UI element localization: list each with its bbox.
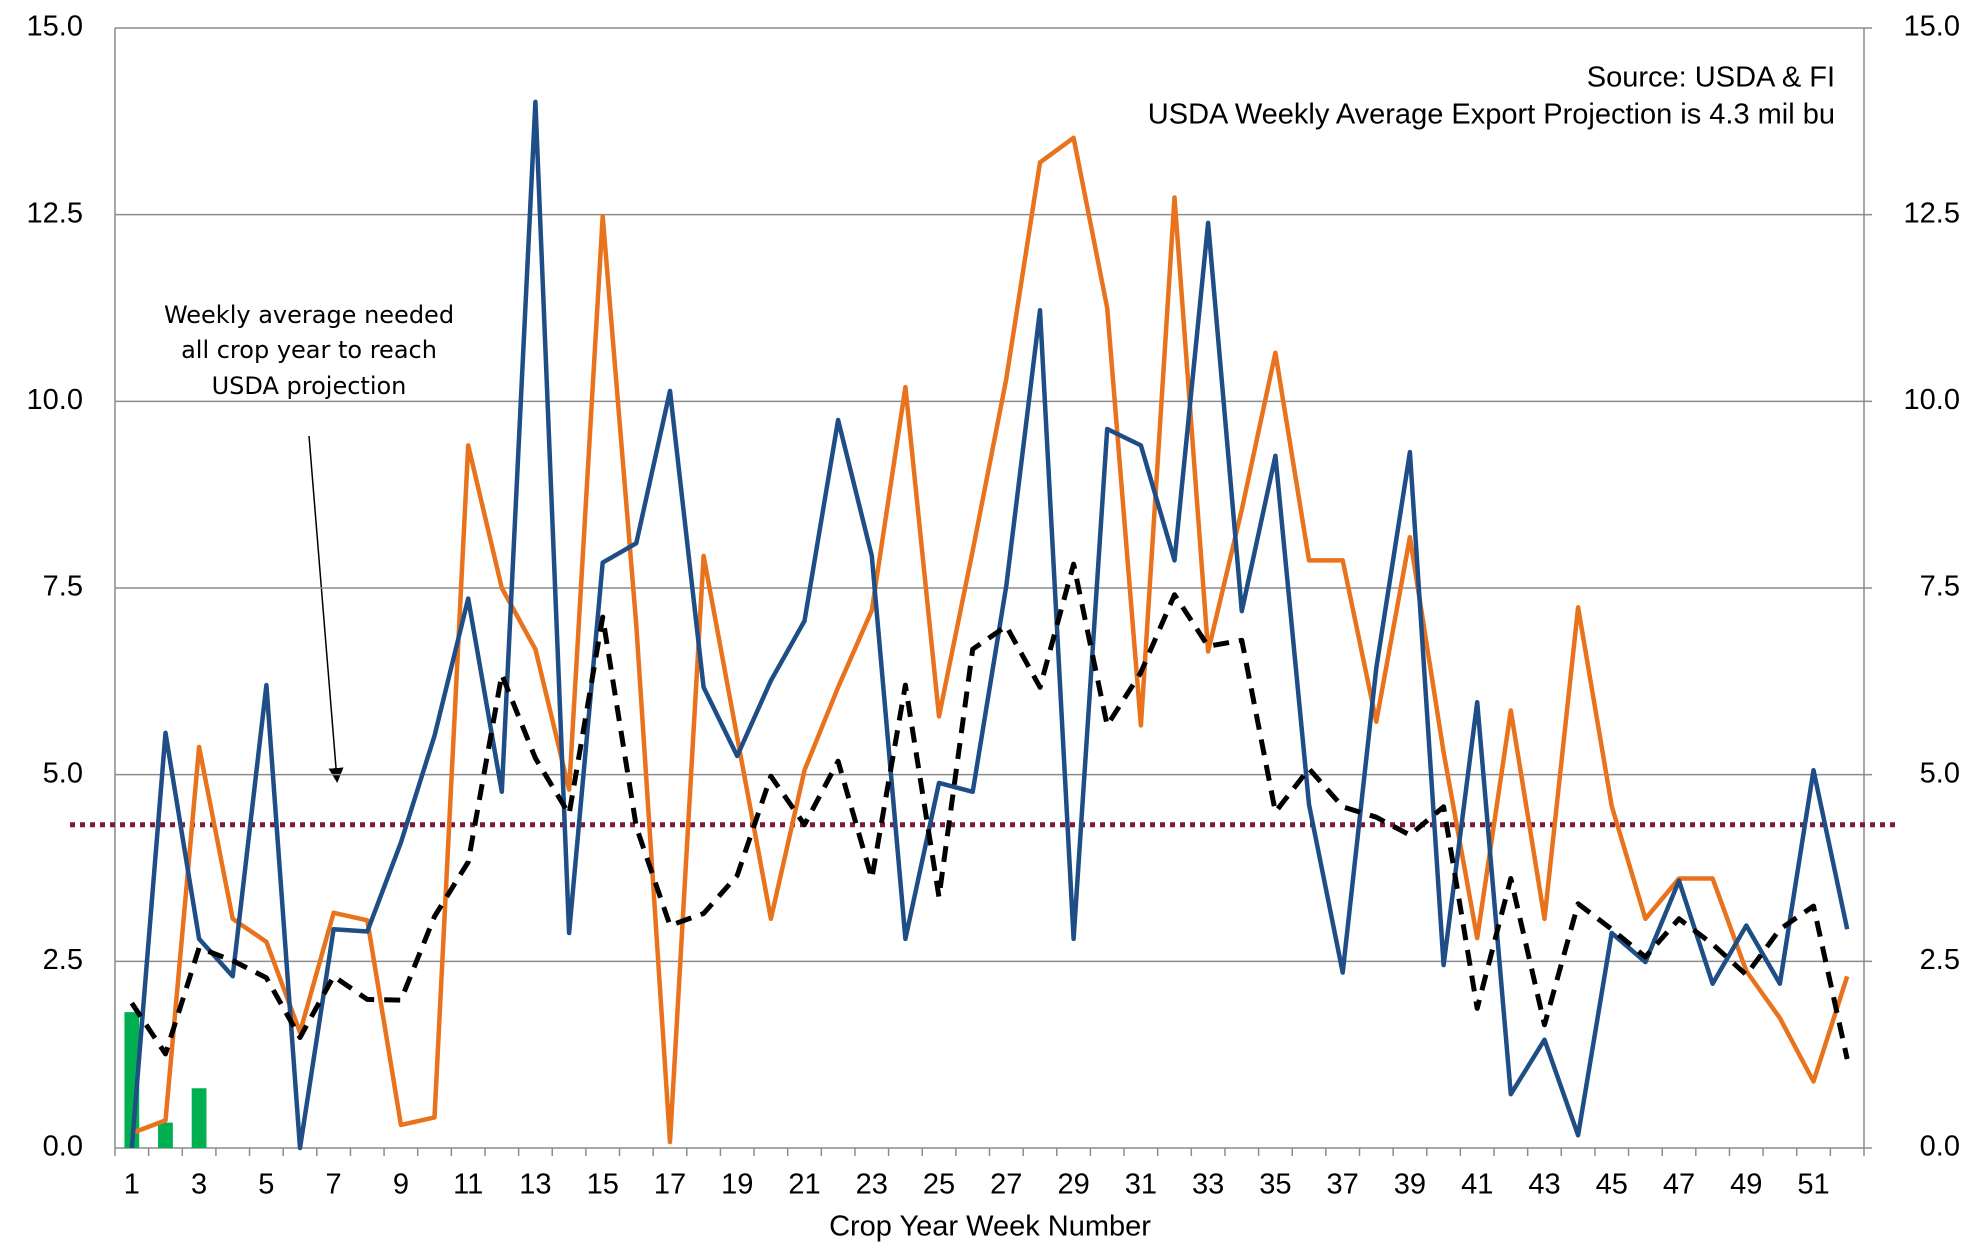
y-tick-label: 15.0 [27, 11, 83, 43]
x-tick-label: 3 [191, 1169, 207, 1201]
x-tick-label: 49 [1730, 1169, 1762, 1201]
y-tick-label: 12.5 [27, 197, 83, 229]
x-tick-label: 37 [1327, 1169, 1359, 1201]
arrow-note: Weekly average needed [164, 301, 454, 329]
x-tick-label: 15 [587, 1169, 619, 1201]
line-series [129, 99, 1850, 1151]
x-tick-label: 29 [1057, 1169, 1089, 1201]
x-tick-label: 13 [519, 1169, 551, 1201]
line-series [131, 135, 1850, 1145]
y-tick-label: 0.0 [43, 1131, 83, 1163]
x-tick-label: 27 [990, 1169, 1022, 1201]
x-tick-label: 31 [1125, 1169, 1157, 1201]
x-tick-label: 33 [1192, 1169, 1224, 1201]
x-tick-label: 25 [923, 1169, 955, 1201]
x-tick-label: 45 [1596, 1169, 1628, 1201]
x-tick-label: 51 [1797, 1169, 1829, 1201]
arrow-note: all crop year to reach [181, 336, 437, 364]
y2-tick-label: 7.5 [1920, 571, 1960, 603]
source-note: Source: USDA & FI [1587, 62, 1835, 94]
bar [158, 1122, 173, 1148]
x-axis-title: Crop Year Week Number [829, 1211, 1151, 1243]
y-tick-label: 7.5 [43, 571, 83, 603]
x-tick-label: 23 [856, 1169, 888, 1201]
x-tick-label: 17 [654, 1169, 686, 1201]
y2-tick-label: 0.0 [1920, 1131, 1960, 1163]
bar [191, 1088, 207, 1148]
x-tick-label: 41 [1461, 1169, 1493, 1201]
y2-tick-label: 5.0 [1920, 757, 1960, 789]
x-tick-label: 9 [393, 1169, 409, 1201]
x-tick-label: 35 [1259, 1169, 1291, 1201]
x-tick-label: 21 [788, 1169, 820, 1201]
x-tick-label: 19 [721, 1169, 753, 1201]
x-tick-label: 39 [1394, 1169, 1426, 1201]
y2-tick-label: 15.0 [1904, 11, 1960, 43]
projection-note: USDA Weekly Average Export Projection is… [1148, 99, 1835, 131]
y2-tick-label: 2.5 [1920, 944, 1960, 976]
x-tick-label: 11 [453, 1169, 483, 1201]
x-tick-label: 1 [124, 1169, 140, 1201]
x-tick-label: 7 [326, 1169, 342, 1201]
x-tick-label: 47 [1663, 1169, 1695, 1201]
arrow-note: USDA projection [212, 372, 407, 400]
y2-tick-label: 10.0 [1904, 384, 1960, 416]
x-tick-label: 5 [258, 1169, 274, 1201]
line-series [129, 561, 1850, 1060]
annotation-arrow [308, 435, 344, 783]
y-tick-label: 2.5 [43, 944, 83, 976]
y-tick-label: 10.0 [27, 384, 83, 416]
y-tick-label: 5.0 [43, 757, 83, 789]
x-tick-label: 43 [1528, 1169, 1560, 1201]
y2-tick-label: 12.5 [1904, 197, 1960, 229]
